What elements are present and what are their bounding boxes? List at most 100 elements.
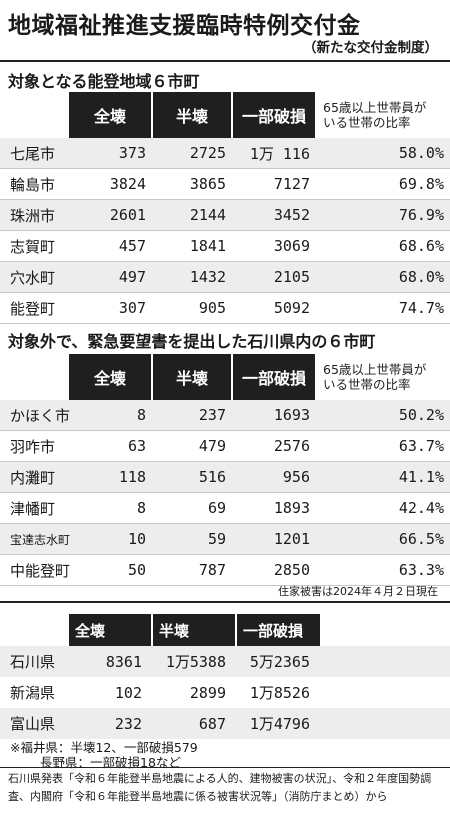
- cell-full: 497: [68, 261, 152, 293]
- cell-ratio: 66.5%: [316, 523, 450, 555]
- cell-partial: 5092: [232, 292, 316, 324]
- header-ratio-line2: いる世帯の比率: [323, 115, 411, 130]
- header-partial: 一部破損: [231, 92, 316, 138]
- cell-full: 373: [68, 138, 152, 169]
- header-full: 全壊: [67, 614, 152, 646]
- table-row: 津幡町 8 69 1893 42.4%: [0, 492, 450, 524]
- footnote-nagano: 長野県：一部破損18など: [40, 755, 181, 770]
- table-row: 富山県 232 687 1万4796: [0, 708, 450, 739]
- municipality-name: 能登町: [0, 292, 68, 324]
- section1-header-row: 全壊 半壊 一部破損 65歳以上世帯員が いる世帯の比率: [0, 92, 450, 138]
- table-row: 石川県 8361 1万5388 5万2365: [0, 646, 450, 677]
- table-row: 穴水町 497 1432 2105 68.0%: [0, 261, 450, 293]
- municipality-name: 志賀町: [0, 230, 68, 262]
- cell-partial: 2850: [232, 554, 316, 586]
- cell-partial: 3069: [232, 230, 316, 262]
- cell-ratio: 42.4%: [316, 492, 450, 524]
- cell-full: 307: [68, 292, 152, 324]
- header-half: 半壊: [151, 614, 236, 646]
- table-row: 輪島市 3824 3865 7127 69.8%: [0, 168, 450, 200]
- cell-half: 479: [152, 430, 232, 462]
- table-row: 能登町 307 905 5092 74.7%: [0, 292, 450, 324]
- cell-ratio: 63.3%: [316, 554, 450, 586]
- table-row: 中能登町 50 787 2850 63.3%: [0, 554, 450, 586]
- cell-half: 787: [152, 554, 232, 586]
- header-blank: [0, 92, 68, 138]
- municipality-name: 宝達志水町: [0, 523, 70, 555]
- cell-half: 1432: [152, 261, 232, 293]
- cell-partial: 1万 116: [232, 138, 316, 169]
- page-subtitle: （新たな交付金制度）: [303, 40, 438, 56]
- section1-title: 対象となる能登地域６市町: [8, 72, 200, 91]
- page-title: 地域福祉推進支援臨時特例交付金: [8, 13, 361, 39]
- cell-partial: 2576: [232, 430, 316, 462]
- section2-title: 対象外で、緊急要望書を提出した石川県内の６市町: [8, 332, 376, 351]
- cell-full: 63: [68, 430, 152, 462]
- header-blank: [0, 614, 68, 646]
- header-ratio-line2: いる世帯の比率: [323, 377, 411, 392]
- cell-full: 8361: [68, 646, 152, 677]
- prefecture-name: 富山県: [0, 708, 68, 739]
- header-half: 半壊: [151, 92, 232, 138]
- section1-table: 全壊 半壊 一部破損 65歳以上世帯員が いる世帯の比率 七尾市 373 2725 1万…: [0, 92, 450, 324]
- cell-ratio: 58.0%: [316, 138, 450, 169]
- cell-partial: 1万4796: [236, 708, 320, 739]
- header-half: 半壊: [151, 354, 232, 400]
- municipality-name: 内灘町: [0, 461, 68, 493]
- cell-ratio: 63.7%: [316, 430, 450, 462]
- cell-full: 457: [68, 230, 152, 262]
- cell-half: 2144: [152, 199, 232, 231]
- prefecture-name: 新潟県: [0, 677, 68, 708]
- row-spacer: [320, 646, 450, 677]
- table-row: 志賀町 457 1841 3069 68.6%: [0, 230, 450, 262]
- cell-partial: 1893: [232, 492, 316, 524]
- header-ratio: 65歳以上世帯員が いる世帯の比率: [315, 92, 450, 138]
- header-full: 全壊: [67, 92, 152, 138]
- cell-full: 8: [68, 400, 152, 431]
- cell-ratio: 41.1%: [316, 461, 450, 493]
- prefecture-name: 石川県: [0, 646, 68, 677]
- section2-table: 全壊 半壊 一部破損 65歳以上世帯員が いる世帯の比率 かほく市 8 237 1693…: [0, 354, 450, 586]
- cell-half: 3865: [152, 168, 232, 200]
- cell-half: 237: [152, 400, 232, 431]
- cell-partial: 5万2365: [236, 646, 320, 677]
- cell-full: 8: [68, 492, 152, 524]
- cell-full: 50: [68, 554, 152, 586]
- row-spacer: [320, 677, 450, 708]
- cell-partial: 2105: [232, 261, 316, 293]
- cell-half: 59: [152, 523, 232, 555]
- header-partial: 一部破損: [231, 354, 316, 400]
- cell-half: 2899: [152, 677, 236, 708]
- municipality-name: かほく市: [0, 400, 70, 431]
- municipality-name: 穴水町: [0, 261, 68, 293]
- municipality-name: 輪島市: [0, 168, 68, 200]
- table-row: 内灘町 118 516 956 41.1%: [0, 461, 450, 493]
- cell-full: 118: [68, 461, 152, 493]
- cell-full: 10: [68, 523, 152, 555]
- table-row: かほく市 8 237 1693 50.2%: [0, 400, 450, 431]
- title-rule: [0, 60, 450, 62]
- table-row: 新潟県 102 2899 1万8526: [0, 677, 450, 708]
- cell-half: 1万5388: [152, 646, 236, 677]
- cell-partial: 1693: [232, 400, 316, 431]
- cell-ratio: 68.6%: [316, 230, 450, 262]
- header-full: 全壊: [67, 354, 152, 400]
- cell-ratio: 68.0%: [316, 261, 450, 293]
- damage-date-note: 住家被害は2024年４月２日現在: [278, 585, 438, 598]
- prefecture-header-row: 全壊 半壊 一部破損: [0, 614, 450, 646]
- cell-full: 2601: [68, 199, 152, 231]
- cell-ratio: 74.7%: [316, 292, 450, 324]
- header-ratio-line1: 65歳以上世帯員が: [323, 100, 427, 115]
- source-credit: 石川県発表「令和６年能登半島地震による人的、建物被害の状況」、令和２年度国勢調査…: [8, 772, 432, 803]
- cell-full: 102: [68, 677, 152, 708]
- cell-full: 3824: [68, 168, 152, 200]
- prefecture-table: 全壊 半壊 一部破損 石川県 8361 1万5388 5万2365 新潟県 102 2899…: [0, 614, 450, 739]
- cell-half: 905: [152, 292, 232, 324]
- municipality-name: 羽咋市: [0, 430, 68, 462]
- cell-half: 516: [152, 461, 232, 493]
- footnote-fukui: ※福井県：半壊12、一部破損579: [10, 740, 198, 755]
- table-row: 宝達志水町 10 59 1201 66.5%: [0, 523, 450, 555]
- cell-half: 69: [152, 492, 232, 524]
- section-rule: [0, 601, 450, 603]
- municipality-name: 中能登町: [0, 554, 70, 586]
